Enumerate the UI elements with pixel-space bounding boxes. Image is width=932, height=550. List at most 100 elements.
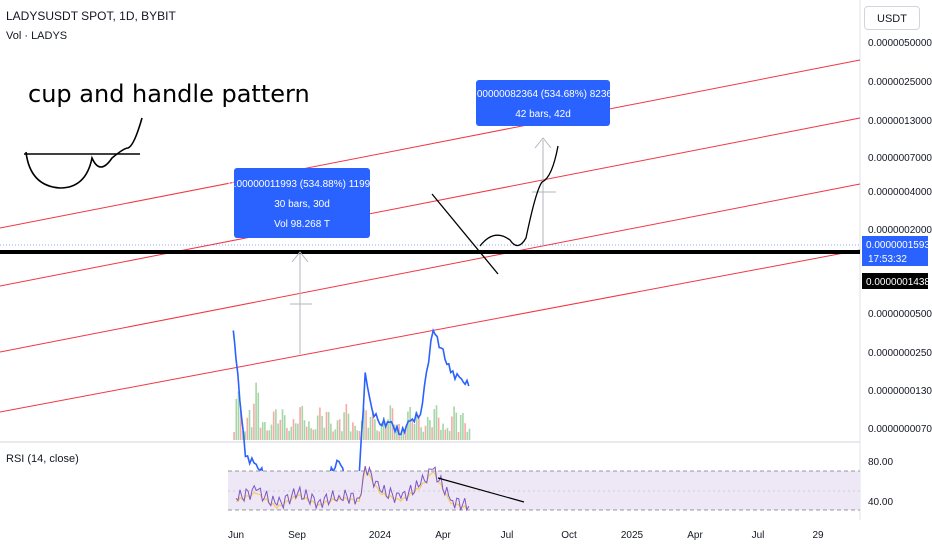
volume-bar: [281, 409, 284, 440]
volume-bar: [459, 415, 462, 440]
volume-bar: [385, 425, 387, 440]
volume-bar: [376, 430, 378, 440]
rsi-upper-label: 80.00: [868, 457, 893, 468]
measure-arrows: [290, 137, 556, 354]
volume-bar: [330, 423, 332, 440]
countdown-value: 17:53:32: [868, 254, 907, 265]
measure-box-2-line2: 42 bars, 42d: [515, 109, 571, 120]
volume-bar: [308, 421, 310, 440]
volume-bar: [345, 404, 348, 440]
time-tick: Jul: [501, 530, 514, 541]
volume-bar: [272, 411, 275, 440]
volume-bar: [266, 430, 268, 440]
price-tick: 0.00000001300: [868, 386, 932, 397]
volume-bar: [431, 427, 433, 440]
volume-bar: [303, 420, 306, 440]
time-tick: Sep: [288, 530, 306, 541]
volume-bar: [277, 423, 279, 440]
cup-sketch: [24, 117, 143, 189]
measure-box-2-line1: 0.00000082364 (534.68%) 82364: [468, 89, 617, 100]
time-tick: 29: [812, 530, 824, 541]
volume-bar: [448, 431, 451, 440]
rsi-lower-label: 40.00: [868, 497, 893, 508]
volume-bar: [442, 423, 444, 440]
volume-bar: [332, 431, 334, 440]
volume-bar: [457, 432, 460, 440]
volume-bar: [387, 419, 389, 440]
price-tick: 0.00000130000: [868, 116, 932, 127]
price-axis[interactable]: 0.00000500000 0.00000250000 0.0000013000…: [868, 38, 932, 435]
price-tick: 0.00000002500: [868, 348, 932, 359]
volume-bar: [358, 431, 361, 440]
volume-bar: [325, 411, 328, 440]
current-price-value: 0.00000015936: [866, 240, 932, 251]
volume-title: Vol · LADYS: [6, 30, 67, 42]
volume-bar: [413, 423, 416, 440]
volume-bar: [255, 382, 257, 440]
volume-bar: [233, 432, 235, 440]
rsi-line: [235, 465, 470, 512]
volume-bar: [297, 423, 299, 440]
volume-bar: [270, 424, 273, 440]
volume-bar: [404, 426, 407, 440]
volume-bar: [248, 410, 251, 440]
volume-bar: [435, 405, 438, 440]
volume-bar: [426, 417, 429, 440]
currency-button[interactable]: USDT: [864, 6, 920, 30]
price-tick: 0.00000005000: [868, 309, 932, 320]
volume-bar: [455, 412, 458, 440]
volume-bar: [374, 419, 376, 440]
volume-bar: [433, 409, 436, 440]
volume-bar: [422, 431, 425, 440]
time-tick: 2025: [621, 530, 644, 541]
volume-bar: [402, 428, 405, 440]
pattern-note: cup and handle pattern: [28, 80, 310, 108]
volume-bar: [369, 416, 372, 440]
volume-bar: [310, 428, 312, 440]
rsi-trendline: [437, 477, 525, 503]
time-tick: Jun: [228, 530, 244, 541]
volume-bar: [352, 422, 354, 440]
volume-bar: [244, 431, 246, 440]
line-price-value: 0.00000014387: [866, 277, 932, 288]
measure-box-1: 0.00000011993 (534.88%) 11993 30 bars, 3…: [228, 168, 376, 238]
volume-bar: [349, 431, 352, 440]
volume-bar: [415, 411, 418, 440]
volume-bar: [321, 416, 323, 440]
volume-bar: [290, 426, 293, 440]
volume-bar: [424, 425, 427, 440]
price-tick: 0.00000500000: [868, 38, 932, 49]
volume-bar: [275, 409, 277, 440]
volume-bar: [420, 427, 422, 440]
volume-bar: [286, 427, 288, 440]
volume-bar: [356, 430, 359, 440]
volume-bar: [437, 417, 440, 440]
volume-bar: [235, 398, 238, 440]
volume-bar: [409, 407, 411, 440]
volume-bar: [319, 407, 321, 440]
volume-bar: [338, 419, 341, 440]
volume-bar: [451, 416, 453, 440]
volume-bar: [418, 415, 420, 440]
volume-bar: [411, 419, 414, 440]
volume-bar: [264, 422, 266, 440]
volume-bar: [341, 431, 343, 440]
price-tick: 0.00000070000: [868, 153, 932, 164]
volume-bar: [407, 411, 409, 440]
time-tick: Oct: [561, 530, 577, 541]
volume-bar: [343, 412, 345, 440]
volume-bar: [305, 426, 308, 440]
volume-bar: [365, 410, 367, 440]
volume-bars: [233, 382, 471, 440]
symbol-title: LADYSUSDT SPOT, 1D, BYBIT: [6, 9, 176, 23]
line-price-tag: 0.00000014387: [862, 273, 932, 289]
volume-bar: [292, 419, 295, 440]
volume-bar: [429, 420, 431, 440]
measure-box-1-line1: 0.00000011993 (534.88%) 11993: [228, 179, 376, 190]
time-axis[interactable]: Jun Sep 2024 Apr Jul Oct 2025 Apr Jul 29: [228, 530, 824, 541]
volume-bar: [283, 415, 286, 440]
rsi-title: RSI (14, close): [6, 453, 79, 465]
volume-bar: [462, 413, 464, 440]
volume-bar: [400, 431, 403, 440]
